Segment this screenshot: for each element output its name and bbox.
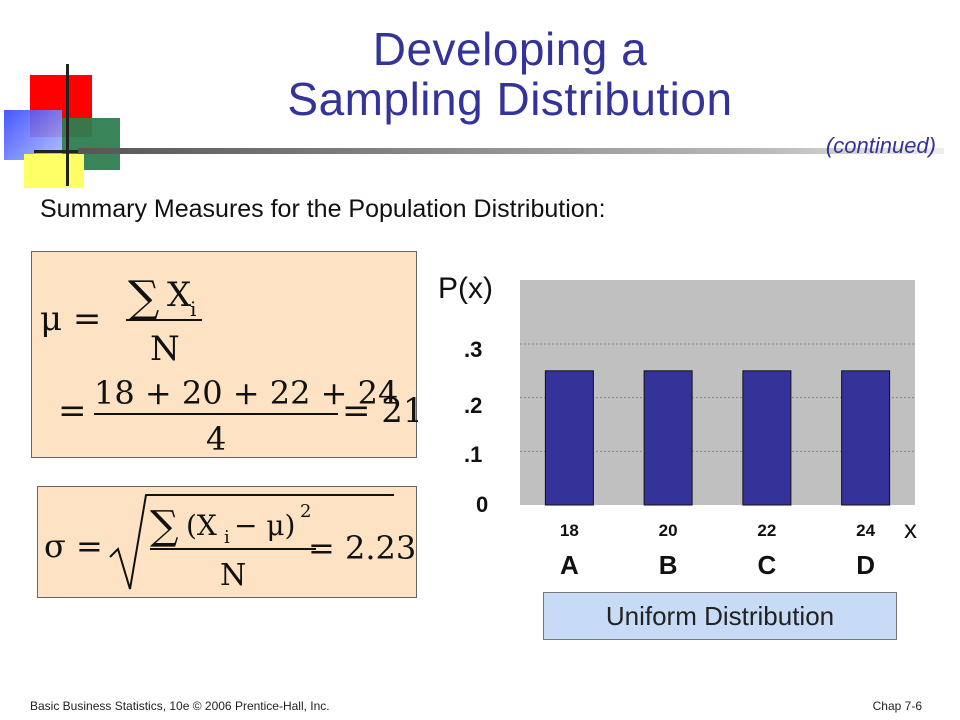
bar-20 [643,370,693,506]
sigma-sum-symbol: ∑ [150,503,179,549]
mean-formula: μ = ∑ X i N = 18 + 20 + 22 + 24 4 = 21 [40,272,418,458]
mu-result: = 21 [342,391,418,431]
logo-squares [0,60,130,190]
slide-title: Developing a Sampling Distribution [230,24,790,124]
footer-page-number: Chap 7-6 [872,699,922,713]
sigma-lhs: σ = [44,527,103,565]
mu-den2: 4 [206,420,226,458]
y-tick-3: 0 [476,492,488,517]
mu-numerator: X [167,275,192,315]
logo-horizontal-line [34,150,78,153]
x-tick-20: 20 [659,521,678,540]
uniform-distribution-legend: Uniform Distribution [543,592,897,640]
mu-subscript: i [190,297,196,321]
sigma-exponent: 2 [300,501,311,522]
sigma-denominator: N [220,558,246,593]
bar-22 [742,370,792,506]
x-axis-label: x [904,514,917,544]
mean-formula-box: μ = ∑ X i N = 18 + 20 + 22 + 24 4 = 21 [31,251,418,458]
logo-yellow-square [24,154,84,188]
category-letter-A: A [560,550,579,580]
sigma-numerator-rest: − μ) [234,509,295,542]
category-letter-B: B [659,550,678,580]
mu-denominator: N [150,329,180,369]
title-line-2: Sampling Distribution [287,73,733,125]
uniform-distribution-chart: P(x) x .3 .2 .1 0 18 A 20 B 22 C 24 D [430,262,950,592]
y-tick-1: .2 [464,393,482,418]
category-letter-C: C [757,550,776,580]
x-tick-22: 22 [757,521,776,540]
chart-svg: P(x) x .3 .2 .1 0 18 A 20 B 22 C 24 D [438,272,917,580]
mu-num2: 18 + 20 + 22 + 24 [94,374,398,412]
bar-18 [544,370,594,506]
continued-label: (continued) [825,133,936,158]
subtitle: Summary Measures for the Population Dist… [40,195,606,223]
footer-citation: Basic Business Statistics, 10e © 2006 Pr… [30,699,330,713]
mu-lhs: μ = [40,299,101,339]
category-letter-D: D [856,550,875,580]
sigma-formula: σ = ∑ (X i − μ) 2 N = 2.236 [44,494,418,593]
x-tick-18: 18 [560,521,579,540]
title-line-1: Developing a [372,23,648,75]
title-underline-bar [78,148,944,154]
logo-vertical-line [66,64,69,186]
sqrt-sign [109,494,394,590]
y-tick-0: .3 [464,337,482,362]
y-axis-label: P(x) [438,272,493,305]
bars-group: 18 A 20 B 22 C 24 D [544,370,891,580]
sigma-result: = 2.236 [308,529,418,567]
x-tick-24: 24 [856,521,875,540]
sigma-formula-box: σ = ∑ (X i − μ) 2 N = 2.236 [37,486,418,598]
bar-24 [841,370,891,506]
sigma-subscript: i [224,527,230,548]
y-tick-2: .1 [464,442,482,467]
sigma-numerator: (X [186,509,217,542]
mu-eq2: = [58,391,87,431]
sum-symbol: ∑ [128,272,159,323]
